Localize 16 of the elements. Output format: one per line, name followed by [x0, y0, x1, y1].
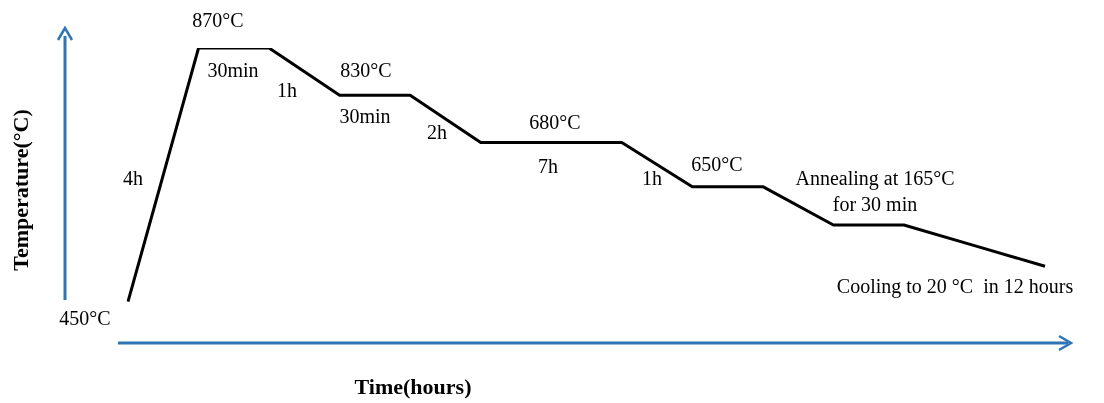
annotation: 1h	[277, 79, 297, 102]
annotation: 30min	[339, 105, 391, 128]
annotation: 2h	[427, 121, 447, 144]
annotation: 30min	[207, 59, 259, 82]
annotation: 650°C	[691, 153, 743, 176]
x-axis-title: Time(hours)	[354, 373, 472, 399]
annotation: 1h	[642, 167, 662, 190]
annotation: Annealing at 165°C for 30 min	[795, 167, 955, 216]
text: 870°C	[192, 9, 244, 32]
text: 450°C	[59, 307, 111, 330]
annotation: 7h	[538, 155, 558, 178]
annotation: 4h	[123, 167, 143, 190]
y-axis-title: Temperature(°C)	[7, 109, 33, 271]
annotation: 830°C	[340, 59, 392, 82]
annotation: Cooling to 20 °C in 12 hours	[836, 275, 1074, 299]
annotation: 680°C	[529, 111, 581, 134]
